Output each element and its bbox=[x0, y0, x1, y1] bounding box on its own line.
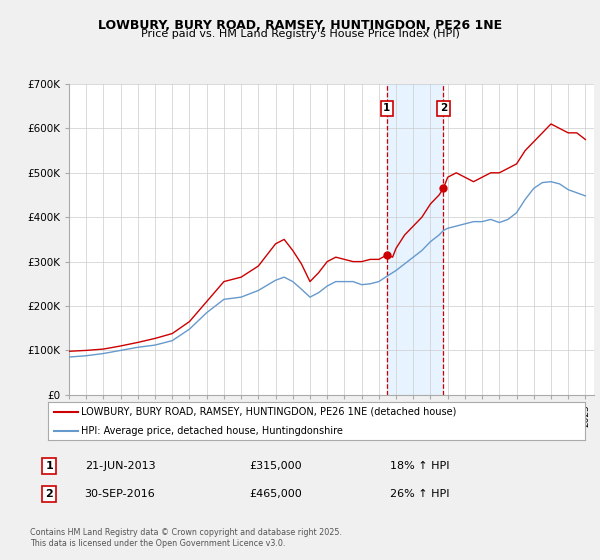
Text: Price paid vs. HM Land Registry's House Price Index (HPI): Price paid vs. HM Land Registry's House … bbox=[140, 29, 460, 39]
Bar bbox=[387, 84, 443, 395]
Text: 18% ↑ HPI: 18% ↑ HPI bbox=[390, 461, 450, 471]
Text: 1: 1 bbox=[383, 104, 391, 114]
Text: 2: 2 bbox=[440, 104, 447, 114]
Text: HPI: Average price, detached house, Huntingdonshire: HPI: Average price, detached house, Hunt… bbox=[81, 426, 343, 436]
Text: 30-SEP-2016: 30-SEP-2016 bbox=[85, 489, 155, 499]
Text: 21-JUN-2013: 21-JUN-2013 bbox=[85, 461, 155, 471]
Text: 1: 1 bbox=[46, 461, 53, 471]
Text: LOWBURY, BURY ROAD, RAMSEY, HUNTINGDON, PE26 1NE (detached house): LOWBURY, BURY ROAD, RAMSEY, HUNTINGDON, … bbox=[81, 407, 457, 417]
Text: £465,000: £465,000 bbox=[250, 489, 302, 499]
Text: £315,000: £315,000 bbox=[250, 461, 302, 471]
Text: Contains HM Land Registry data © Crown copyright and database right 2025.
This d: Contains HM Land Registry data © Crown c… bbox=[30, 528, 342, 548]
Text: 26% ↑ HPI: 26% ↑ HPI bbox=[390, 489, 450, 499]
Text: LOWBURY, BURY ROAD, RAMSEY, HUNTINGDON, PE26 1NE: LOWBURY, BURY ROAD, RAMSEY, HUNTINGDON, … bbox=[98, 19, 502, 32]
Text: 2: 2 bbox=[46, 489, 53, 499]
